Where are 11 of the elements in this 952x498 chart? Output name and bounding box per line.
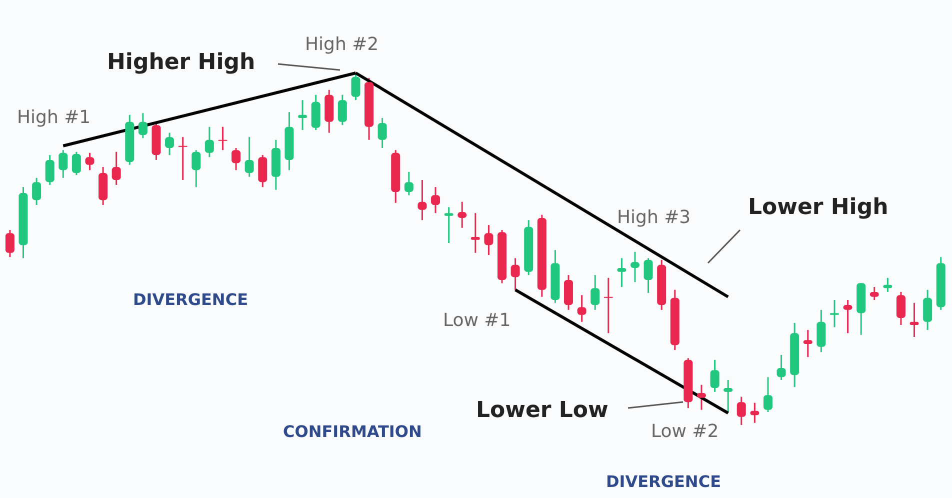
annotation: DIVERGENCE [133, 290, 248, 309]
annotation: High #1 [17, 107, 91, 128]
annotation: CONFIRMATION [283, 422, 422, 441]
text: DIVERGENCE [606, 472, 721, 491]
annotation: Lower High [748, 195, 888, 220]
annotation: Lower Low [476, 398, 608, 423]
annotation: Low #1 [443, 310, 511, 331]
annotation: Low #2 [651, 421, 719, 442]
annotation: High #3 [617, 207, 691, 228]
annotation: Higher High [107, 50, 256, 75]
text: High #2 [305, 34, 379, 55]
